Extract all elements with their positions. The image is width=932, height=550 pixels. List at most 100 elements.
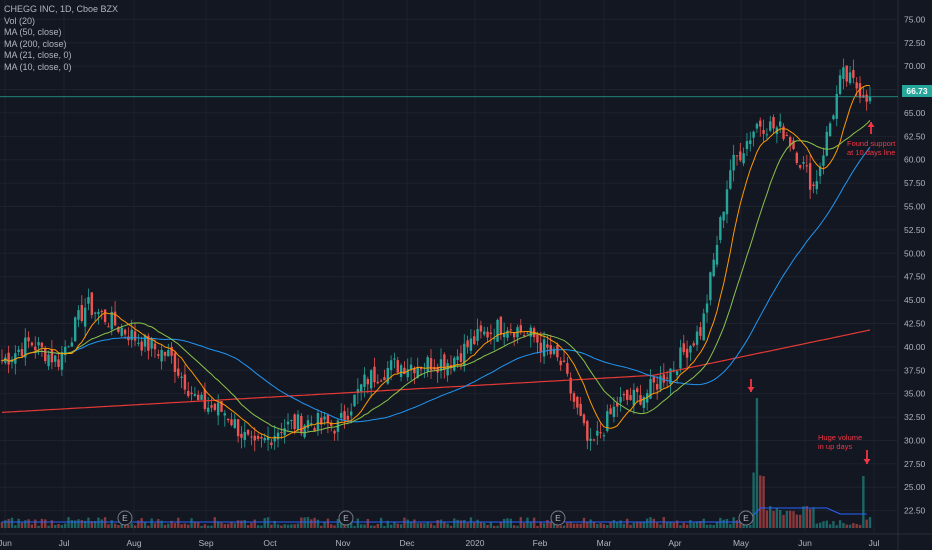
volume-bar	[413, 519, 416, 528]
candle-body	[130, 329, 133, 341]
candle-body	[340, 412, 343, 418]
y-tick-label: 27.50	[904, 459, 926, 469]
volume-bar	[143, 522, 147, 528]
volume-bar	[373, 525, 376, 528]
volume-bar	[163, 524, 167, 528]
volume-bar	[153, 523, 157, 528]
volume-bar	[848, 524, 852, 528]
legend-vol[interactable]: Vol (20)	[4, 15, 36, 26]
symbol-label[interactable]: CHEGG INC, 1D, Cboe BZX	[4, 4, 119, 14]
time-axis[interactable]: Jun Jul Aug Sep Oct Nov Dec 2020 Feb Mar Apr May Jun…	[0, 538, 880, 548]
legend-ma10[interactable]: MA (10, close, 0)	[4, 61, 72, 72]
candle-body	[386, 367, 389, 384]
volume-bar	[566, 522, 569, 528]
candle-body	[569, 377, 572, 394]
support-annotation-line1: Found support	[847, 139, 896, 148]
candle-body	[453, 357, 456, 371]
volume-bar	[409, 521, 413, 528]
volume-bar	[639, 521, 642, 528]
legend-ma50[interactable]: MA (50, close)	[4, 27, 62, 37]
candle-body	[117, 326, 120, 332]
y-tick-label: 47.50	[904, 272, 926, 282]
candle-body	[679, 347, 682, 369]
candle-body	[496, 319, 499, 342]
candle-body	[389, 360, 393, 371]
candle-body	[848, 72, 852, 83]
candle-body	[722, 211, 725, 221]
candle-body	[522, 335, 526, 337]
candle-body	[492, 338, 496, 340]
volume-bar	[80, 520, 84, 528]
volume-bar	[652, 518, 656, 528]
earnings-marker-label: E	[343, 513, 349, 523]
volume-bar	[749, 524, 752, 528]
candle-body	[236, 419, 240, 437]
volume-bar	[40, 518, 44, 528]
volume-bar	[636, 522, 639, 528]
volume-bar	[865, 519, 868, 528]
volume-bar	[366, 518, 370, 528]
candle-body	[785, 135, 789, 137]
candle-body	[719, 217, 722, 241]
volume-bar	[140, 518, 143, 528]
candle-body	[506, 330, 509, 338]
candle-body	[34, 346, 37, 351]
volume-bar	[389, 524, 393, 528]
volume-bar	[759, 475, 762, 528]
volume-bar	[256, 525, 260, 528]
volume-bar	[812, 507, 815, 528]
volume-bar	[539, 522, 542, 528]
volume-bar	[453, 518, 456, 528]
price-axis[interactable]: 75.0072.5070.0067.5065.0062.5060.0057.50…	[904, 14, 926, 515]
volume-bar	[606, 524, 609, 528]
ma50-line	[1, 146, 871, 423]
candle-body	[216, 402, 220, 416]
candle-body	[316, 412, 320, 430]
volume-bar	[662, 517, 666, 528]
candle-body	[343, 411, 346, 421]
legend-ma21[interactable]: MA (21, close, 0)	[4, 50, 72, 60]
candle-body	[439, 359, 443, 371]
candle-body	[326, 415, 330, 423]
volume-bar	[473, 522, 476, 528]
candle-body	[798, 165, 802, 168]
volume-bar	[649, 517, 652, 528]
candle-body	[226, 418, 230, 421]
volume-bar	[512, 525, 516, 528]
volume-bar	[802, 506, 805, 528]
candle-body	[140, 341, 143, 351]
candle-body	[769, 121, 772, 131]
volume-bar	[107, 524, 110, 528]
volume-bar	[792, 511, 795, 528]
candle-body	[685, 348, 689, 358]
candle-body	[729, 170, 732, 189]
volume-bar	[815, 523, 818, 528]
candle-body	[50, 349, 54, 363]
candle-body	[250, 436, 253, 438]
volume-bar	[509, 518, 513, 528]
volume-bar	[310, 519, 313, 528]
candle-body	[300, 415, 303, 434]
candle-body	[240, 433, 243, 438]
legend-ma200[interactable]: MA (200, close)	[4, 38, 67, 49]
volume-bar	[845, 524, 848, 528]
volume-bar	[200, 525, 203, 528]
candle-body	[303, 425, 306, 438]
volume-bar	[300, 517, 303, 528]
volume-bar	[439, 519, 443, 528]
candle-body	[24, 337, 27, 358]
volume-bar	[689, 519, 692, 528]
volume-bar	[562, 525, 566, 528]
volume-bar	[313, 517, 316, 528]
volume-bar	[729, 524, 732, 528]
volume-bar	[423, 523, 426, 528]
volume-bar	[805, 506, 809, 528]
ma21-line	[1, 120, 871, 434]
candle-body	[44, 348, 47, 362]
volume-bar	[283, 524, 286, 528]
volume-bar	[290, 524, 293, 528]
volume-annotation-line1: Huge volume	[818, 433, 863, 442]
volume-bar	[463, 519, 466, 528]
